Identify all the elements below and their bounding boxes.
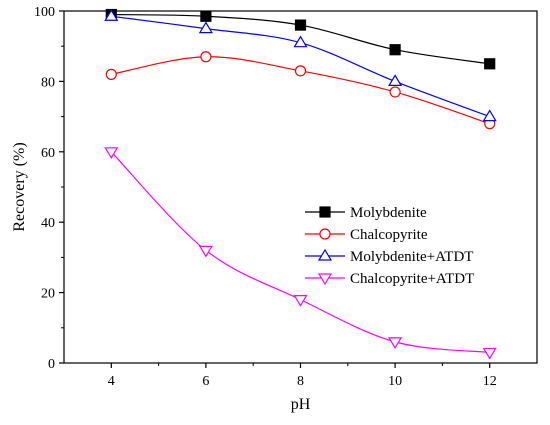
- legend-label-molybdenite: Molybdenite: [350, 205, 427, 221]
- data-point-chalcopyrite-atdt: [104, 147, 119, 159]
- y-tick-label: 60: [41, 146, 55, 161]
- data-point-chalcopyrite-atdt: [388, 337, 403, 350]
- y-axis-ticks: 0 20 40 60 80 100: [34, 5, 64, 372]
- data-point-chalcopyrite: [105, 68, 117, 80]
- x-tick-label: 4: [108, 374, 115, 389]
- legend-marker-molybdenite-atdt: [317, 248, 333, 261]
- legend-marker-chalcopyrite: [319, 228, 331, 240]
- legend-label-chalcopyrite: Chalcopyrite: [350, 227, 428, 243]
- data-point-molybdenite: [294, 19, 307, 31]
- x-tick-label: 8: [297, 374, 304, 389]
- y-axis-title: Recovery (%): [11, 142, 28, 231]
- data-point-molybdenite-atdt: [104, 9, 119, 21]
- legend-label-chalcopyrite-atdt: Chalcopyrite+ATDT: [350, 271, 474, 287]
- legend: Molybdenite Chalcopyrite Molybdenite+ATDT C…: [305, 205, 474, 287]
- data-point-molybdenite-atdt: [482, 109, 497, 122]
- x-tick-label: 12: [483, 374, 497, 389]
- y-tick-label: 20: [41, 287, 55, 302]
- data-point-chalcopyrite: [200, 51, 212, 63]
- x-axis-ticks: 4 6 8 10 12: [108, 363, 497, 389]
- data-point-molybdenite: [200, 10, 212, 22]
- y-tick-label: 40: [41, 216, 55, 231]
- data-point-molybdenite-atdt: [198, 21, 213, 34]
- series-markers: [104, 8, 497, 360]
- data-point-chalcopyrite-atdt: [482, 347, 497, 360]
- x-axis-title: pH: [291, 396, 311, 413]
- plot-area-frame: [63, 10, 538, 364]
- data-point-molybdenite-atdt: [293, 35, 308, 48]
- data-point-molybdenite: [389, 44, 401, 56]
- data-point-chalcopyrite-atdt: [293, 295, 308, 307]
- legend-label-molybdenite-atdt: Molybdenite+ATDT: [350, 249, 473, 265]
- y-tick-label: 80: [41, 75, 55, 90]
- legend-marker-chalcopyrite-atdt: [317, 273, 333, 286]
- x-tick-label: 6: [202, 374, 209, 389]
- x-tick-label: 10: [388, 374, 402, 389]
- data-point-molybdenite-atdt: [388, 74, 403, 87]
- legend-marker-molybdenite: [319, 206, 331, 218]
- y-tick-label: 0: [48, 357, 55, 372]
- data-point-chalcopyrite: [389, 86, 401, 98]
- y-tick-label: 100: [34, 5, 55, 20]
- data-point-chalcopyrite: [294, 65, 307, 77]
- data-point-chalcopyrite-atdt: [198, 245, 213, 258]
- data-point-molybdenite: [484, 58, 496, 70]
